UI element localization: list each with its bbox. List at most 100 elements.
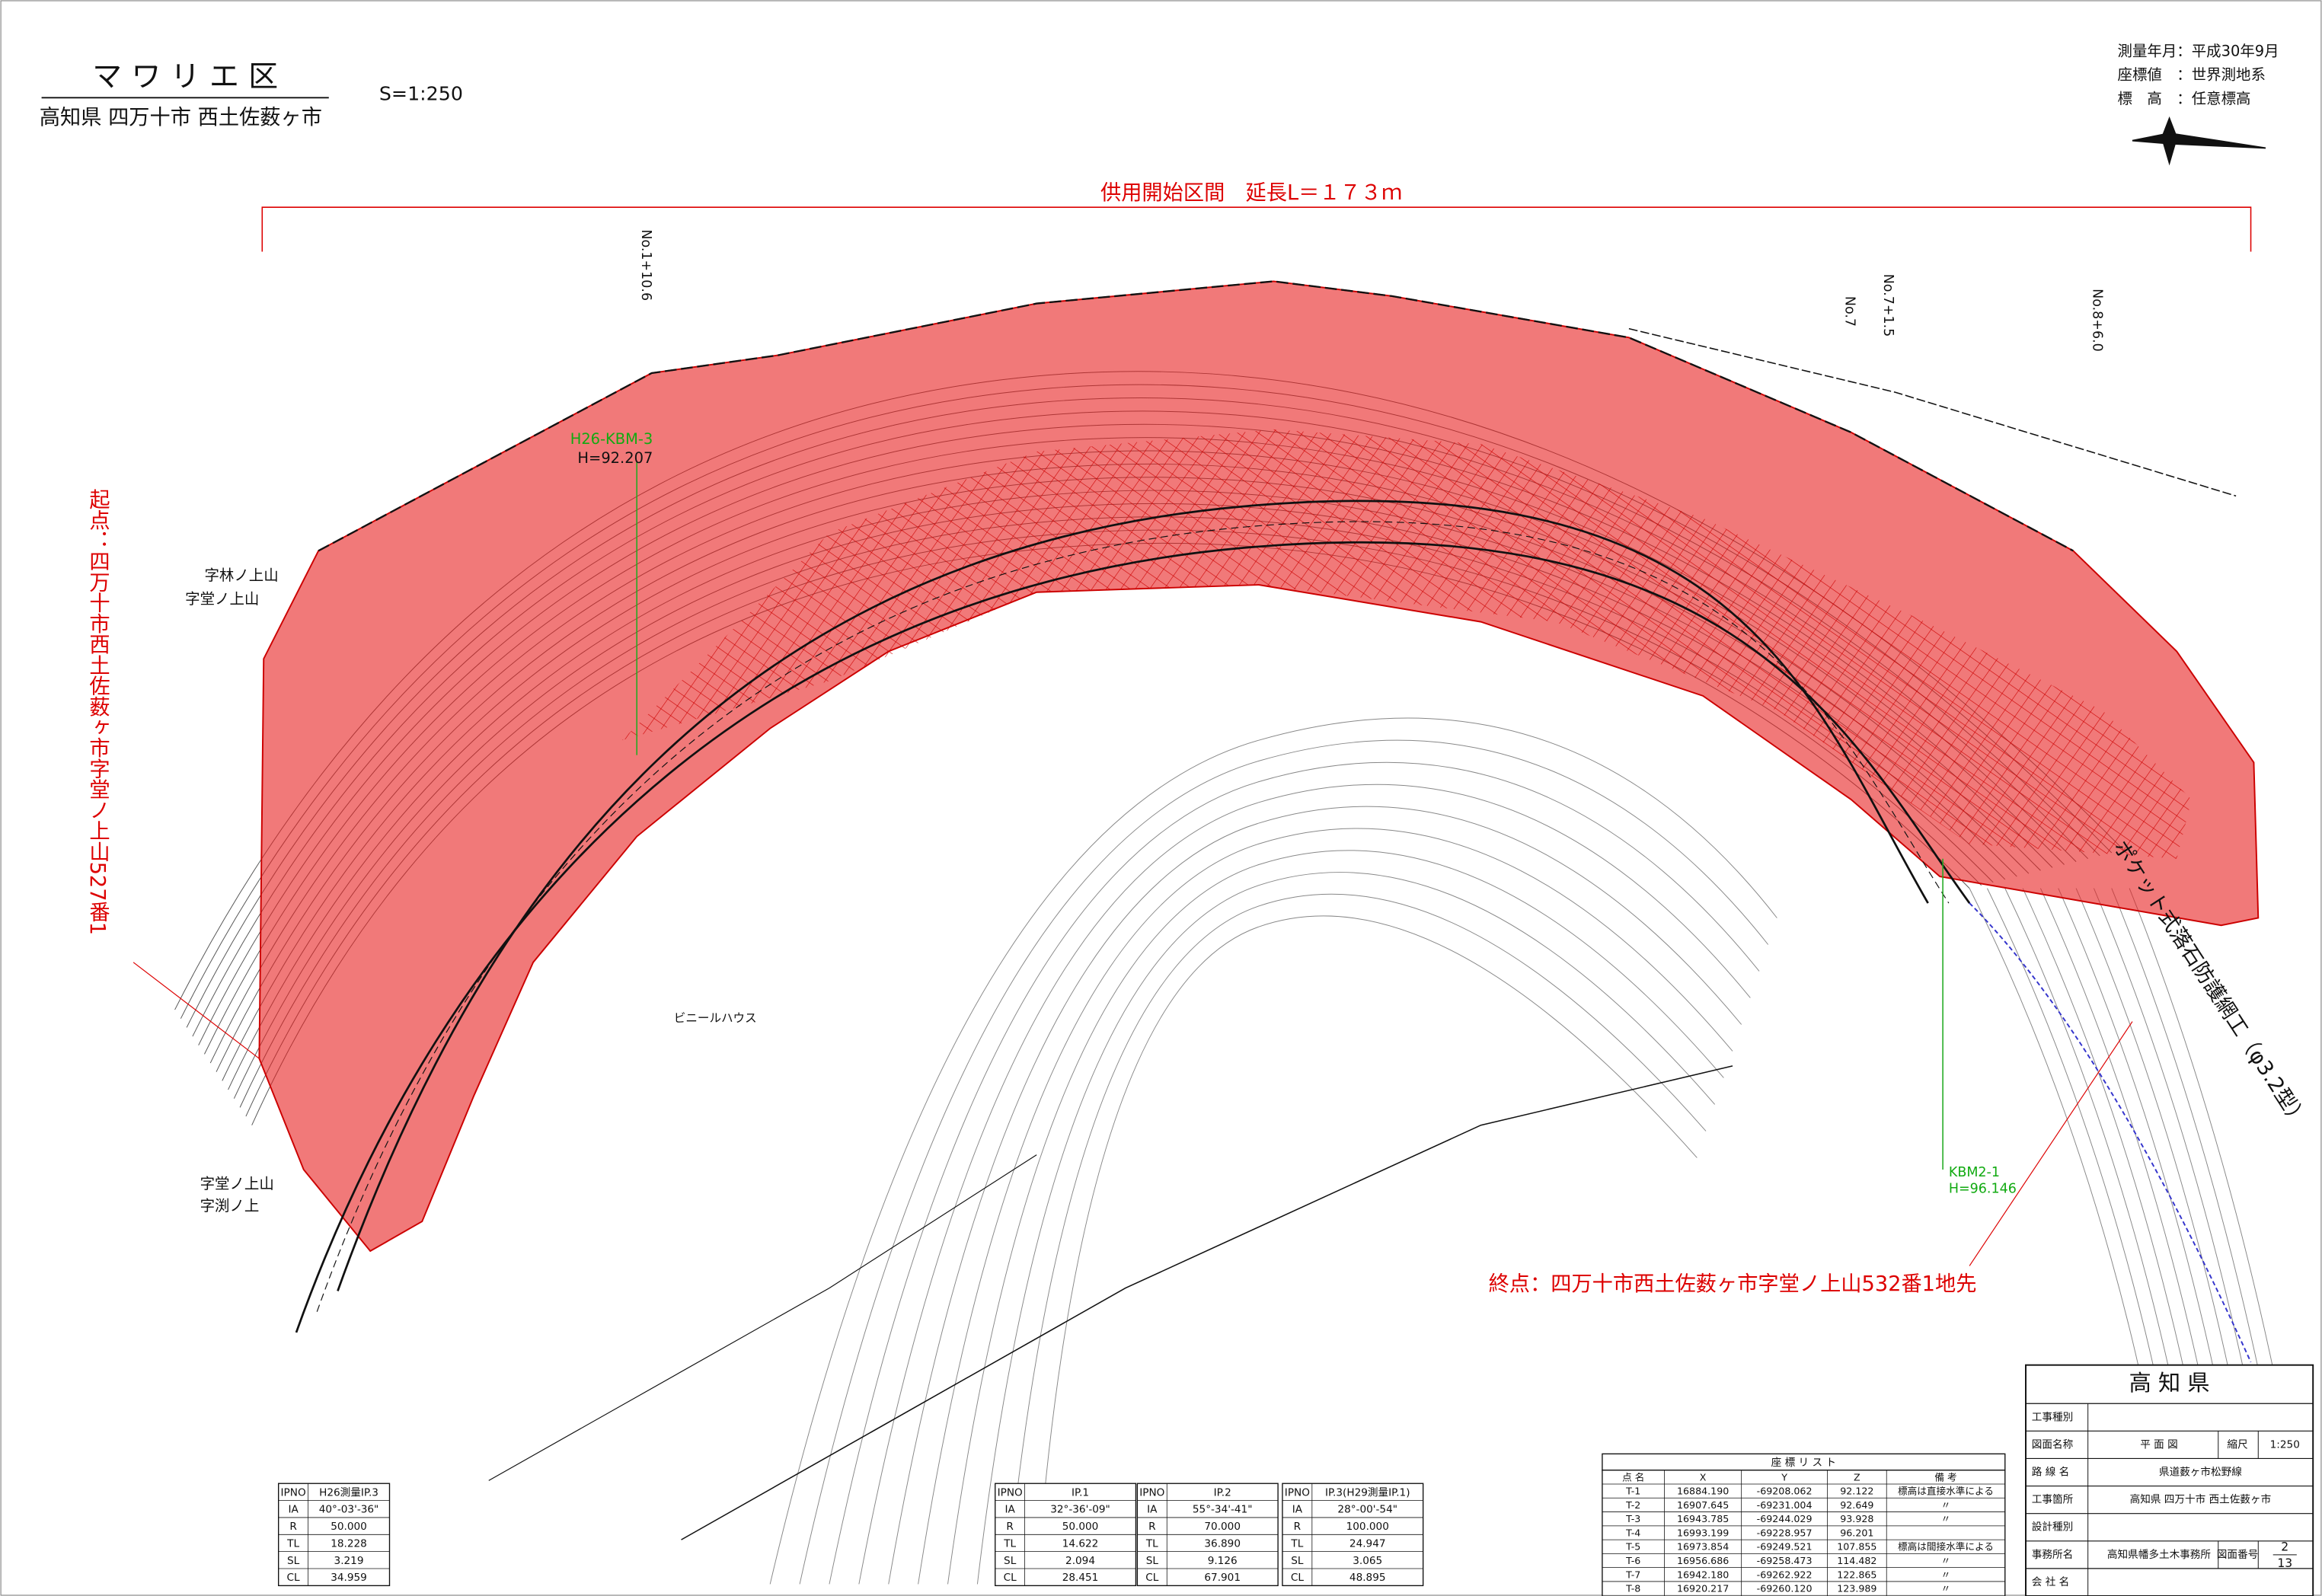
table-cell: -69231.004 [1757, 1499, 1813, 1511]
north-arrow [2132, 116, 2266, 166]
table-cell: CL [1291, 1572, 1305, 1584]
contour [799, 739, 1769, 1585]
roads [295, 280, 2252, 1540]
hatched-area [621, 429, 2192, 859]
survey-info: 座標値 ：世界測地系 [2118, 66, 2266, 84]
table-cell: R [1006, 1521, 1014, 1533]
road-edge [316, 521, 1950, 1312]
road-edge [1628, 327, 2237, 497]
title-block-value: 1:250 [2270, 1438, 2300, 1451]
table-cell: IA [1292, 1504, 1303, 1516]
table-cell: R [1294, 1521, 1302, 1533]
table-cell: 24.947 [1349, 1537, 1386, 1550]
contour [1006, 893, 1707, 1585]
location: 高知県 四万十市 西土佐薮ヶ市 [40, 106, 322, 129]
table-cell: T-6 [1625, 1555, 1640, 1566]
table-cell: 100.000 [1346, 1521, 1389, 1533]
table-cell: IA [1005, 1504, 1016, 1516]
table-cell: 48.895 [1349, 1572, 1386, 1584]
title-block-label: 路 線 名 [2032, 1467, 2069, 1479]
scale: S=1:250 [379, 82, 463, 104]
contour [947, 850, 1724, 1585]
table-cell: SL [1291, 1555, 1304, 1567]
title-block-label: 図面番号 [2217, 1549, 2258, 1561]
table-cell: 18.228 [331, 1537, 367, 1550]
table-cell: 16956.686 [1677, 1555, 1729, 1566]
table-cell: H26測量IP.3 [319, 1486, 378, 1499]
station: No.8+6.0 [2089, 289, 2104, 352]
table-cell: 32°-36'-09" [1050, 1504, 1110, 1516]
table-cell: -69260.120 [1757, 1583, 1813, 1594]
table-cell: IA [288, 1504, 299, 1516]
title-block-label: 工事箇所 [2032, 1493, 2074, 1506]
table-cell: T-7 [1625, 1569, 1640, 1580]
contour [1036, 915, 1698, 1585]
table-cell: TL [1290, 1537, 1303, 1550]
table-cell: 92.649 [1840, 1499, 1873, 1511]
table-cell: 3.065 [1353, 1555, 1382, 1567]
table-cell: IA [1147, 1504, 1158, 1516]
table-cell: TL [1145, 1537, 1158, 1550]
title-block [2025, 1364, 2314, 1596]
table-cell: IPNO [1139, 1486, 1164, 1499]
title-block-label: 工事種別 [2032, 1411, 2073, 1423]
station: No.7 [1842, 296, 1857, 327]
title-block-label: 会 社 名 [2032, 1576, 2069, 1588]
table-cell: SL [1004, 1555, 1017, 1567]
title-block-label: 縮尺 [2227, 1438, 2248, 1451]
contour [829, 761, 1760, 1585]
title-block-label: 図面名称 [2032, 1438, 2074, 1451]
title-block-value: 高知県幡多土木事務所 [2107, 1548, 2211, 1561]
table-cell: CL [287, 1572, 301, 1584]
table-cell: 備 考 [1934, 1471, 1956, 1483]
place-label: 字林ノ上山 [204, 567, 278, 584]
table-cell: 50.000 [331, 1521, 367, 1533]
start-point: 起点：四万十市西土佐薮ヶ市字堂ノ上山527番1 [85, 489, 110, 935]
table-cell: 点 名 [1622, 1471, 1644, 1483]
table-cell: 16907.645 [1677, 1499, 1729, 1511]
table-cell: -69262.922 [1757, 1569, 1813, 1580]
table-cell: 標高は間接水準による [1898, 1541, 1994, 1553]
table-cell: T-8 [1625, 1583, 1640, 1594]
contour [976, 872, 1716, 1585]
survey-info: 標 高 ：任意標高 [2118, 90, 2251, 107]
table-cell: -69249.521 [1757, 1541, 1813, 1553]
table-cell: R [289, 1521, 297, 1533]
table-cell: IP.2 [1214, 1486, 1231, 1499]
benchmark-name: KBM2-1 [1949, 1165, 2000, 1180]
road-edge [488, 1154, 1037, 1481]
table-cell: 67.901 [1204, 1572, 1241, 1584]
table-cell: 36.890 [1204, 1537, 1241, 1550]
table-cell: 14.622 [1062, 1537, 1099, 1550]
benchmark-height: H=92.207 [577, 449, 653, 467]
title-block-label: 設計種別 [2032, 1521, 2073, 1534]
table-cell: IP.3(H29測量IP.1) [1325, 1486, 1410, 1499]
road-edge [681, 1065, 1733, 1540]
table-cell: 16920.217 [1677, 1583, 1729, 1594]
table-cell: 34.959 [331, 1572, 367, 1584]
title: マ ワ リ エ 区 [92, 60, 278, 94]
table-cell: 122.865 [1837, 1569, 1876, 1580]
table-cell: 28°-00'-54" [1337, 1504, 1397, 1516]
table-cell: 40°-03'-36" [319, 1504, 379, 1516]
contour [888, 806, 1742, 1585]
contour [858, 784, 1751, 1585]
station: No.1+10.6 [638, 229, 653, 301]
table-cell: 〃 [1941, 1499, 1951, 1511]
table-cell: 123.989 [1837, 1583, 1876, 1594]
title-block-heading: 高 知 県 [2129, 1370, 2210, 1396]
title-block-value: 13 [2277, 1556, 2292, 1570]
table-cell: 50.000 [1062, 1521, 1099, 1533]
table-cell: IP.1 [1072, 1486, 1089, 1499]
table-cell: 70.000 [1204, 1521, 1241, 1533]
benchmark-height: H=96.146 [1949, 1181, 2017, 1196]
title-block-value: 平 面 図 [2140, 1438, 2177, 1451]
table-cell: 92.122 [1840, 1486, 1873, 1497]
table-cell: T-5 [1625, 1541, 1640, 1553]
table-cell: 114.482 [1837, 1555, 1876, 1566]
table-cell: 16993.199 [1677, 1527, 1729, 1538]
table-cell: -69244.029 [1757, 1513, 1813, 1524]
table-cell: 〃 [1941, 1555, 1951, 1566]
